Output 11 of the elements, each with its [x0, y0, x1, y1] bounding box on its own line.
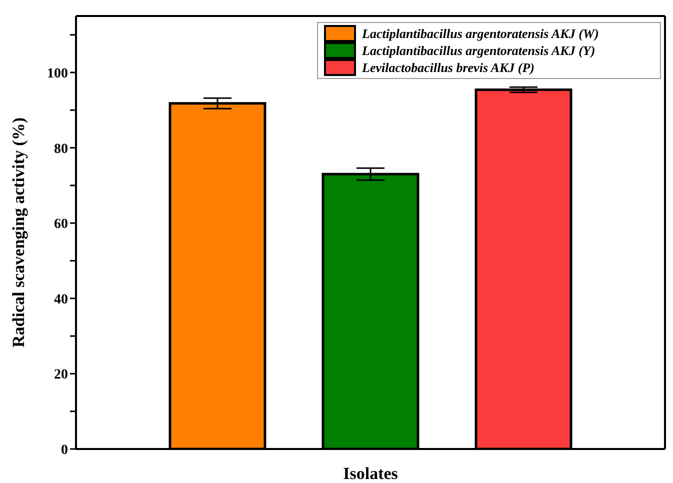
- y-tick-label: 20: [54, 368, 68, 383]
- y-tick-label: 0: [61, 442, 68, 458]
- y-tick-label: 80: [54, 142, 68, 157]
- legend-label: Lactiplantibacillus argentoratensis AKJ (Y): [362, 42, 596, 59]
- y-tick-label: 60: [54, 217, 68, 232]
- y-axis-title: Radical scavenging activity (%): [9, 118, 28, 348]
- x-axis-title: Isolates: [343, 464, 398, 483]
- legend-label: Levilactobacillus brevis AKJ (P): [362, 59, 534, 76]
- y-tick-label: 100: [47, 66, 68, 82]
- y-tick-label: 40: [54, 292, 68, 308]
- legend-label: Lactiplantibacillus argentoratensis AKJ (W): [362, 25, 599, 42]
